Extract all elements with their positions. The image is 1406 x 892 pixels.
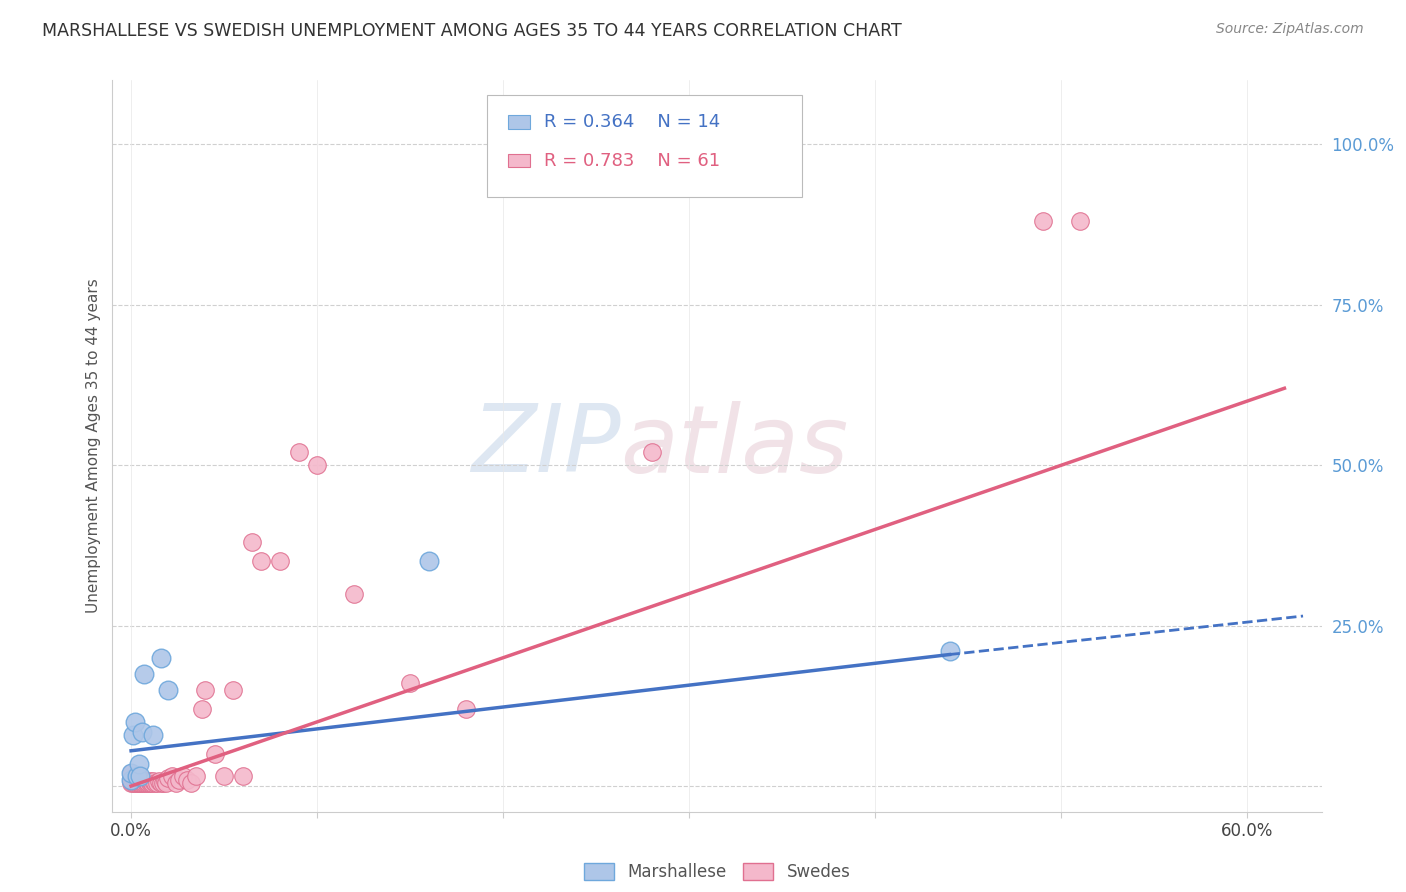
Point	[1032, 214, 1054, 228]
Point	[122, 776, 145, 790]
Text: ZIP: ZIP	[471, 401, 620, 491]
Point	[120, 772, 142, 786]
Point	[142, 728, 165, 742]
Point	[124, 773, 146, 788]
Point	[135, 773, 157, 788]
Point	[131, 724, 153, 739]
Point	[120, 772, 142, 787]
Point	[232, 769, 254, 783]
Point	[124, 714, 146, 729]
Point	[128, 773, 150, 788]
Point	[125, 776, 148, 790]
Point	[131, 773, 153, 788]
Point	[120, 769, 142, 783]
FancyBboxPatch shape	[488, 95, 801, 197]
Text: R = 0.783    N = 61: R = 0.783 N = 61	[544, 152, 720, 169]
Point	[122, 773, 145, 788]
Point	[132, 776, 155, 790]
Point	[222, 682, 245, 697]
Point	[125, 773, 148, 788]
Point	[194, 682, 217, 697]
Point	[142, 773, 165, 788]
Text: R = 0.364    N = 14: R = 0.364 N = 14	[544, 113, 720, 131]
Point	[157, 682, 180, 697]
Point	[157, 772, 180, 786]
Point	[128, 756, 150, 771]
Point	[138, 773, 160, 788]
Point	[120, 776, 142, 790]
Point	[120, 773, 142, 788]
Point	[1069, 214, 1091, 228]
Point	[641, 445, 664, 459]
Point	[153, 773, 176, 788]
Point	[149, 650, 172, 665]
Point	[143, 776, 166, 790]
Point	[131, 776, 153, 790]
Point	[120, 766, 142, 780]
Point	[938, 644, 960, 658]
Point	[152, 776, 174, 790]
Point	[250, 554, 273, 568]
Text: atlas: atlas	[620, 401, 849, 491]
Point	[141, 776, 163, 790]
Point	[148, 773, 170, 788]
Point	[129, 772, 152, 786]
Legend: Marshallese, Swedes: Marshallese, Swedes	[578, 856, 856, 888]
FancyBboxPatch shape	[508, 115, 530, 128]
Point	[122, 728, 145, 742]
Point	[204, 747, 226, 761]
Point	[132, 666, 155, 681]
Point	[399, 676, 422, 690]
Point	[269, 554, 291, 568]
Point	[186, 769, 208, 783]
Text: Source: ZipAtlas.com: Source: ZipAtlas.com	[1216, 22, 1364, 37]
Point	[129, 773, 152, 788]
FancyBboxPatch shape	[508, 154, 530, 168]
Point	[125, 772, 148, 786]
Text: MARSHALLESE VS SWEDISH UNEMPLOYMENT AMONG AGES 35 TO 44 YEARS CORRELATION CHART: MARSHALLESE VS SWEDISH UNEMPLOYMENT AMON…	[42, 22, 901, 40]
Point	[212, 769, 235, 783]
Point	[149, 776, 172, 790]
Point	[343, 586, 366, 600]
Point	[138, 776, 160, 790]
Point	[240, 535, 263, 549]
Point	[418, 554, 440, 568]
Point	[120, 766, 142, 780]
Point	[125, 769, 148, 783]
Point	[180, 776, 202, 790]
Point	[155, 776, 177, 790]
Point	[124, 776, 146, 790]
Point	[160, 769, 183, 783]
Point	[129, 769, 152, 783]
Point	[176, 772, 198, 787]
Point	[165, 776, 187, 790]
Point	[169, 772, 191, 787]
Point	[191, 702, 214, 716]
Point	[146, 776, 169, 790]
Point	[122, 772, 145, 786]
Point	[454, 702, 477, 716]
Point	[124, 772, 146, 786]
Point	[128, 776, 150, 790]
Point	[172, 769, 194, 783]
Point	[287, 445, 309, 459]
Point	[135, 776, 157, 790]
Point	[307, 458, 329, 473]
Point	[129, 776, 152, 790]
Point	[136, 776, 159, 790]
Y-axis label: Unemployment Among Ages 35 to 44 years: Unemployment Among Ages 35 to 44 years	[86, 278, 101, 614]
